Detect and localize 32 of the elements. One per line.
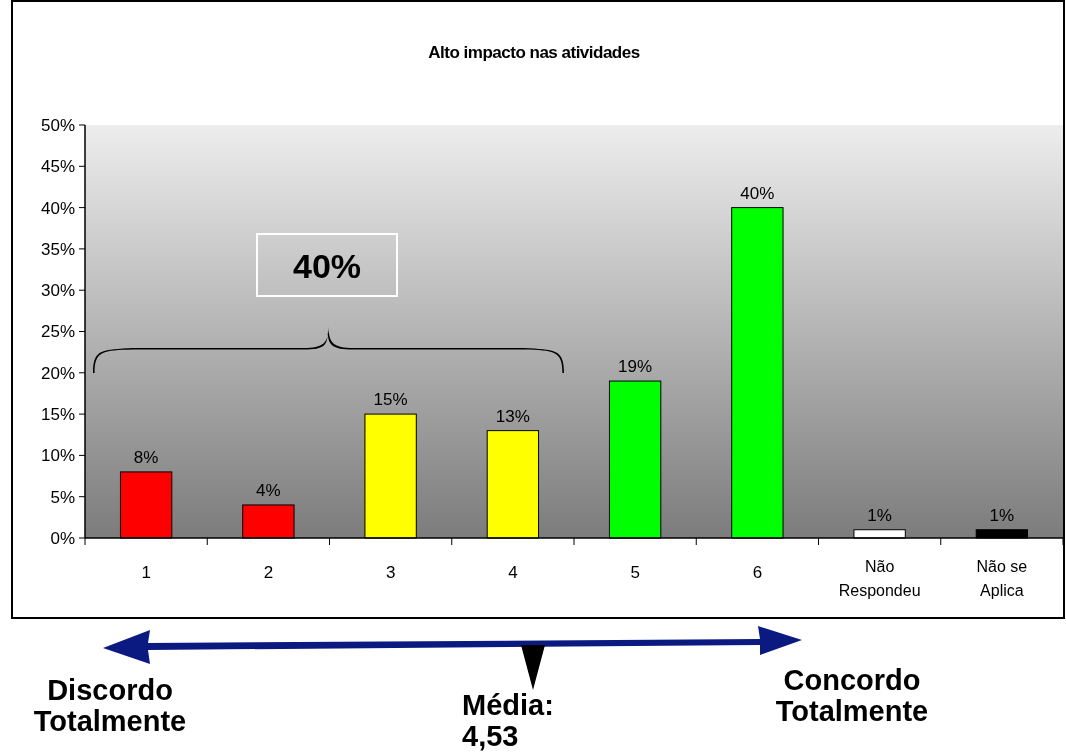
y-tick-label: 35% [40,239,75,259]
data-label: 19% [618,357,653,377]
x-tick-label: 5 [630,563,640,582]
y-tick-label: 0% [50,528,75,548]
y-tick-label: 50% [40,115,75,135]
y-tick-label: 30% [40,281,75,301]
chart-title: Alto impacto nas atividades [428,43,640,62]
y-tick-label: 5% [50,487,75,507]
x-tick-label: 3 [385,563,396,582]
y-tick-label: 15% [40,405,75,425]
data-label: 1% [989,505,1015,525]
y-tick-label: 20% [40,363,75,383]
data-label: 13% [495,406,530,426]
y-tick-label: 10% [40,446,75,466]
data-label: 15% [373,390,408,410]
y-tick-label: 25% [40,322,75,342]
data-label: 1% [867,505,892,525]
y-tick-label: 40% [40,198,75,218]
text: Média: 4,53 [462,689,554,752]
x-tick-label: Não se Aplica [976,558,1028,599]
text: Concordo Totalmente [775,664,929,727]
data-label: 4% [256,480,281,500]
data-label: 8% [133,447,159,467]
x-tick-label: 4 [508,563,518,582]
y-tick-label: 45% [40,157,75,177]
data-label: 40% [740,183,775,203]
text: Discordo Totalmente [33,674,187,737]
x-tick-label: 2 [263,563,274,582]
x-tick-label: 6 [752,563,763,582]
x-tick-label: 1 [141,563,151,582]
x-tick-label: Não Respondeu [838,558,921,599]
annotation: 40% [292,246,362,285]
